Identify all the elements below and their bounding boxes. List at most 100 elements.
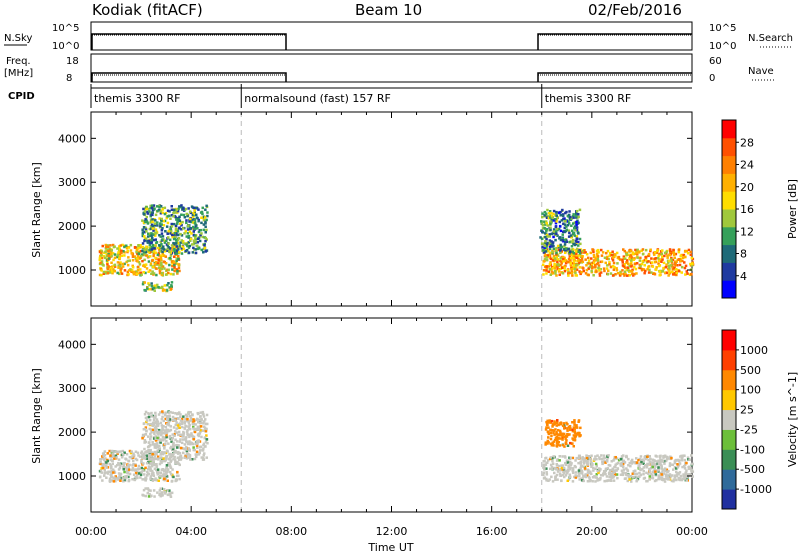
range-gate-cell bbox=[196, 440, 199, 443]
range-gate-cell bbox=[550, 211, 553, 215]
range-gate-cell bbox=[185, 457, 189, 460]
range-gate-cell bbox=[555, 441, 559, 445]
range-gate-cell bbox=[113, 471, 117, 474]
range-gate-cell bbox=[107, 265, 110, 268]
range-gate-cell bbox=[182, 415, 185, 418]
range-gate-cell bbox=[597, 477, 600, 481]
range-gate-cell bbox=[582, 462, 586, 465]
range-gate-cell bbox=[587, 259, 591, 262]
range-gate-cell bbox=[156, 473, 159, 476]
range-gate-cell bbox=[166, 423, 169, 426]
range-gate-cell bbox=[152, 418, 156, 422]
range-gate-cell bbox=[151, 470, 154, 474]
range-gate-cell bbox=[163, 491, 166, 494]
range-gate-cell bbox=[118, 253, 121, 256]
range-gate-cell bbox=[691, 475, 694, 478]
range-gate-cell bbox=[603, 479, 606, 483]
range-gate-cell bbox=[658, 270, 662, 273]
range-gate-cell bbox=[109, 244, 112, 247]
range-gate-cell bbox=[675, 271, 678, 275]
range-gate-cell bbox=[187, 412, 190, 416]
range-gate-cell bbox=[677, 269, 681, 273]
range-gate-cell bbox=[543, 244, 546, 248]
range-gate-cell bbox=[149, 489, 152, 492]
range-gate-cell bbox=[121, 262, 125, 266]
range-gate-cell bbox=[664, 469, 667, 473]
range-gate-cell bbox=[202, 422, 205, 425]
range-gate-cell bbox=[678, 459, 681, 463]
range-gate-cell bbox=[160, 491, 164, 494]
range-gate-cell bbox=[165, 243, 169, 246]
range-gate-cell bbox=[150, 223, 154, 227]
range-gate-cell bbox=[628, 264, 631, 268]
range-gate-cell bbox=[581, 249, 585, 253]
range-gate-cell bbox=[565, 421, 568, 425]
x-tick-label: 16:00 bbox=[476, 525, 508, 538]
range-gate-cell bbox=[631, 472, 634, 475]
range-gate-cell bbox=[150, 494, 153, 497]
range-gate-cell bbox=[689, 253, 693, 257]
range-gate-cell bbox=[595, 457, 598, 461]
range-gate-cell bbox=[637, 250, 641, 253]
range-gate-cell bbox=[140, 466, 144, 470]
range-gate-cell bbox=[551, 259, 555, 262]
range-gate-cell bbox=[156, 209, 159, 213]
range-gate-cell bbox=[560, 245, 564, 249]
range-gate-cell bbox=[626, 473, 630, 477]
range-gate-cell bbox=[100, 250, 104, 253]
range-gate-cell bbox=[150, 227, 153, 231]
range-gate-cell bbox=[607, 257, 610, 261]
range-gate-cell bbox=[200, 210, 204, 214]
range-gate-cell bbox=[164, 417, 167, 421]
range-gate-cell bbox=[102, 255, 106, 258]
range-gate-cell bbox=[583, 457, 586, 460]
range-gate-cell bbox=[633, 472, 637, 476]
range-gate-cell bbox=[549, 273, 552, 276]
range-gate-cell bbox=[548, 247, 552, 251]
range-gate-cell bbox=[640, 462, 643, 465]
range-gate-cell bbox=[554, 238, 557, 242]
range-gate-cell bbox=[597, 251, 600, 254]
range-gate-cell bbox=[159, 254, 163, 257]
range-gate-cell bbox=[185, 243, 188, 246]
range-gate-cell bbox=[680, 459, 684, 462]
range-gate-cell bbox=[117, 251, 120, 254]
range-gate-cell bbox=[559, 214, 562, 217]
range-gate-cell bbox=[581, 477, 584, 480]
range-gate-cell bbox=[183, 232, 186, 235]
range-gate-cell bbox=[118, 245, 121, 248]
range-gate-cell bbox=[543, 258, 547, 261]
range-gate-cell bbox=[159, 235, 162, 238]
range-gate-cell bbox=[127, 466, 130, 469]
range-gate-cell bbox=[556, 260, 559, 264]
range-gate-cell bbox=[689, 273, 693, 276]
range-gate-cell bbox=[136, 252, 139, 256]
range-gate-cell bbox=[652, 469, 656, 473]
range-gate-cell bbox=[594, 263, 597, 267]
range-gate-cell bbox=[545, 258, 549, 262]
range-gate-cell bbox=[153, 443, 157, 446]
colorbar-tick-label: 28 bbox=[740, 136, 754, 149]
range-gate-cell bbox=[193, 222, 197, 225]
range-gate-cell bbox=[178, 422, 182, 425]
range-gate-cell bbox=[145, 210, 149, 214]
range-gate-cell bbox=[139, 249, 143, 253]
range-gate-cell bbox=[551, 216, 554, 220]
range-gate-cell bbox=[106, 261, 109, 265]
range-gate-cell bbox=[190, 232, 193, 235]
range-gate-cell bbox=[624, 472, 628, 475]
range-gate-cell bbox=[174, 242, 178, 245]
range-gate-cell bbox=[548, 457, 552, 461]
range-gate-cell bbox=[563, 238, 567, 242]
range-gate-cell bbox=[204, 429, 208, 433]
range-gate-cell bbox=[598, 269, 601, 272]
range-gate-cell bbox=[150, 473, 154, 476]
range-gate-cell bbox=[590, 267, 594, 270]
range-gate-cell bbox=[114, 479, 117, 483]
range-gate-cell bbox=[141, 228, 144, 231]
range-gate-cell bbox=[561, 233, 564, 236]
range-gate-cell bbox=[170, 205, 173, 208]
range-gate-cell bbox=[572, 216, 575, 219]
range-gate-cell bbox=[590, 265, 594, 268]
range-gate-cell bbox=[184, 417, 187, 421]
